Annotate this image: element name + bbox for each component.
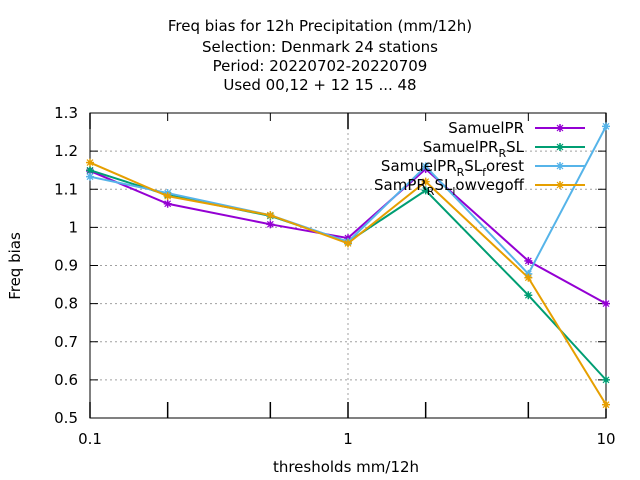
y-tick-label: 0.6 — [54, 371, 78, 389]
grid — [90, 113, 606, 418]
y-tick-label: 0.8 — [54, 295, 78, 313]
title-line-1: Freq bias for 12h Precipitation (mm/12h) — [167, 17, 473, 35]
y-tick-label: 1.3 — [54, 104, 78, 122]
x-axis-label: thresholds mm/12h — [273, 458, 419, 476]
legend-item: SamuelPR — [448, 119, 585, 137]
data-point — [421, 186, 430, 195]
y-tick-label: 1 — [68, 218, 78, 236]
data-point — [266, 220, 275, 229]
legend-item: SamPRRSLlowvegoff — [374, 176, 585, 198]
data-point — [163, 199, 172, 208]
y-tick-label: 0.9 — [54, 257, 78, 275]
legend-label: SamuelPR — [448, 119, 524, 137]
legend-marker — [556, 162, 564, 170]
data-point — [344, 239, 352, 248]
data-point — [266, 211, 275, 220]
data-point — [524, 291, 533, 300]
data-point — [602, 375, 610, 384]
x-tick-label: 10 — [596, 430, 615, 448]
y-tick-label: 0.7 — [54, 333, 78, 351]
data-point — [163, 192, 172, 201]
data-point — [421, 162, 430, 171]
series-lines — [86, 122, 610, 409]
legend-marker — [556, 181, 564, 189]
title-line-4: Used 00,12 + 12 15 ... 48 — [223, 76, 417, 94]
x-tick-label: 1 — [343, 430, 353, 448]
legend: SamuelPRSamuelPRRSLSamuelPRRSLforestSamP… — [374, 119, 585, 198]
legend-label: SamPRRSLlowvegoff — [374, 176, 525, 198]
axis-ticks: 0.5 0.6 0.7 0.8 0.9 1 1.1 1.2 1.3 0.1 1 10 — [54, 104, 615, 448]
data-point — [421, 177, 430, 186]
series-4 — [86, 158, 610, 409]
x-tick-label: 0.1 — [78, 430, 102, 448]
legend-item: SamuelPRRSL — [423, 138, 585, 160]
data-point — [86, 166, 94, 175]
data-point — [602, 400, 610, 409]
legend-label: SamuelPRRSLforest — [381, 157, 524, 179]
y-axis-label: Freq bias — [6, 232, 24, 300]
data-point — [86, 172, 94, 181]
title-line-2: Selection: Denmark 24 stations — [202, 38, 438, 56]
legend-marker — [556, 143, 564, 151]
legend-item: SamuelPRRSLforest — [381, 157, 585, 179]
y-tick-label: 1.1 — [54, 180, 78, 198]
data-point — [602, 122, 610, 131]
y-tick-label: 1.2 — [54, 142, 78, 160]
title-line-3: Period: 20220702-20220709 — [212, 57, 428, 75]
legend-marker — [556, 124, 564, 132]
y-tick-label: 0.5 — [54, 409, 78, 427]
data-point — [602, 299, 610, 308]
data-point — [86, 158, 94, 167]
data-point — [524, 273, 533, 282]
legend-label: SamuelPRRSL — [423, 138, 525, 160]
series-1 — [86, 165, 610, 308]
data-point — [524, 256, 533, 265]
